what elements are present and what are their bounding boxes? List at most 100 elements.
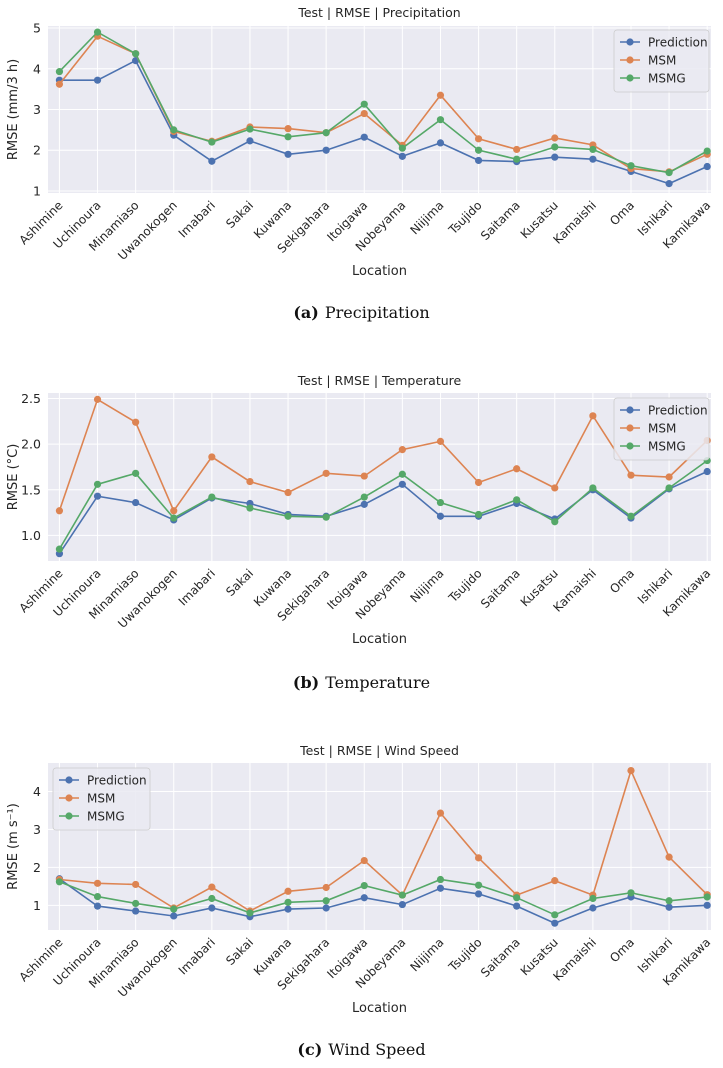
data-point-msm-niijima — [436, 437, 445, 445]
temperature-caption: (b) Temperature — [0, 673, 723, 692]
data-point-msm-itoigawa — [360, 472, 368, 480]
x-tick-label-saitama: Saitama — [478, 566, 523, 611]
data-point-prediction-nobeyama — [398, 480, 406, 488]
data-point-msm-kusatsu — [551, 877, 559, 885]
temperature-panel: 1.0 1.5 2.0 2.5 Ashimine Uchinoura Minamiaso Uw… — [0, 368, 723, 698]
x-tick-label-imabari: Imabari — [176, 566, 218, 608]
data-point-msmg-itoigawa — [360, 100, 368, 108]
x-tick-label-niijima: Niijima — [407, 198, 446, 237]
y-tick-label: 1 — [33, 898, 41, 913]
data-point-prediction-sakai — [246, 137, 254, 145]
y-tick-label: 2.5 — [21, 391, 41, 406]
legend-label-msm: MSM — [87, 792, 115, 806]
data-point-msmg-nobeyama — [398, 891, 406, 899]
data-point-msmg-kusatsu — [551, 143, 559, 151]
data-point-msmg-tsujido — [474, 881, 483, 889]
precipitation-caption: (a) Precipitation — [0, 303, 723, 322]
data-point-msmg-sekigahara — [322, 513, 330, 521]
data-point-msm-kuwana — [284, 887, 292, 895]
data-point-msm-uwanokogen — [170, 507, 178, 515]
data-point-msmg-oma — [627, 512, 635, 520]
data-point-prediction-imabari — [208, 157, 216, 165]
series-line-prediction — [58, 878, 708, 925]
data-point-prediction-minamiaso — [132, 907, 140, 915]
y-tick-label: 1.0 — [21, 528, 41, 543]
series-line-msmg — [59, 878, 708, 916]
data-point-msm-imabari — [208, 883, 216, 891]
data-point-msmg-nobeyama — [398, 144, 406, 152]
data-point-msmg-kamaishi — [589, 894, 597, 903]
precipitation-panel: 1 2 3 4 5 Ashimine Uchinoura Minamiaso Uwanokoge… — [0, 0, 723, 340]
data-point-msm-sekigahara — [322, 469, 330, 477]
data-point-prediction-uchinoura — [93, 492, 102, 500]
legend-box — [52, 767, 151, 831]
data-point-msm-ishikari — [665, 853, 673, 861]
data-point-prediction-uchinoura — [93, 76, 102, 84]
legend-label-prediction: Prediction — [648, 404, 708, 418]
data-point-msmg-ashimine — [55, 878, 64, 886]
data-point-prediction-kamaishi — [589, 904, 597, 912]
y-tick-label: 4 — [33, 61, 41, 76]
data-point-msmg-sekigahara — [322, 129, 330, 137]
data-point-msmg-kamikawa — [703, 893, 711, 901]
y-axis-label: RMSE (m s⁻¹) — [6, 803, 21, 890]
data-point-prediction-tsujido — [474, 156, 483, 165]
data-point-msmg-kamaishi — [589, 484, 597, 492]
data-point-prediction-saitama — [513, 902, 521, 910]
data-point-msmg-kamikawa — [703, 147, 711, 155]
data-point-prediction-kamaishi — [589, 155, 597, 163]
data-point-msmg-minamiaso — [132, 899, 140, 908]
temperature-chart: 1.01.52.02.5AshimineUchinouraMinamiasoUw… — [6, 373, 713, 647]
data-point-prediction-imabari — [208, 904, 216, 912]
data-point-msmg-uchinoura — [93, 893, 102, 901]
y-tick-label: 3 — [33, 102, 41, 117]
data-point-msm-itoigawa — [360, 109, 368, 118]
data-point-prediction-niijima — [436, 139, 445, 147]
data-point-msmg-uwanokogen — [170, 905, 178, 913]
legend-marker-msm — [65, 794, 73, 802]
data-point-prediction-tsujido — [474, 890, 483, 898]
y-axis-label: RMSE (mm/3 h) — [6, 59, 21, 160]
series-line-prediction — [59, 59, 708, 185]
data-point-msmg-sakai — [246, 125, 254, 133]
data-point-prediction-sekigahara — [322, 146, 330, 154]
chart-title: Test | RMSE | Precipitation — [297, 5, 460, 20]
data-point-msm-niijima — [436, 91, 445, 99]
x-tick-label-imabari: Imabari — [176, 935, 218, 977]
data-point-msmg-uchinoura — [93, 28, 102, 36]
precipitation-chart: 12345AshimineUchinouraMinamiasoUwanokoge… — [6, 5, 713, 279]
data-point-msm-oma — [627, 766, 635, 775]
data-point-msmg-niijima — [436, 498, 445, 507]
data-point-msmg-ishikari — [665, 169, 673, 177]
data-point-msmg-minamiaso — [132, 50, 140, 58]
data-point-msm-minamiaso — [132, 880, 140, 889]
legend-box — [613, 29, 710, 93]
x-tick-label-sakai: Sakai — [223, 935, 256, 968]
data-point-msm-sakai — [246, 477, 254, 486]
data-point-msm-minamiaso — [132, 418, 140, 426]
data-point-prediction-kusatsu — [551, 153, 559, 161]
y-tick-label: 1.5 — [21, 482, 41, 497]
data-point-msm-nobeyama — [398, 446, 406, 454]
data-point-msm-kusatsu — [551, 484, 559, 492]
x-tick-label-saitama: Saitama — [478, 935, 523, 980]
data-point-msmg-tsujido — [474, 510, 483, 519]
y-tick-label: 2 — [33, 143, 41, 158]
legend-marker-msmg — [65, 812, 73, 820]
chart-title: Test | RMSE | Wind Speed — [299, 743, 459, 758]
data-point-prediction-niijima — [436, 884, 445, 892]
legend-label-msm: MSM — [648, 54, 676, 68]
data-point-msmg-itoigawa — [360, 881, 368, 890]
x-axis-label: Location — [352, 1001, 407, 1016]
data-point-msm-tsujido — [474, 478, 483, 487]
wind-speed-caption: (c) Wind Speed — [0, 1040, 723, 1059]
caption-label: (b) — [292, 673, 320, 692]
data-point-prediction-minamiaso — [132, 498, 140, 507]
data-point-msmg-kuwana — [284, 898, 292, 906]
x-tick-label-imabari: Imabari — [176, 198, 218, 240]
data-point-prediction-kamikawa — [703, 901, 711, 909]
plot-area — [48, 763, 711, 930]
data-point-msmg-ishikari — [665, 897, 673, 905]
data-point-msmg-uchinoura — [93, 480, 102, 488]
data-point-prediction-sekigahara — [322, 904, 330, 912]
